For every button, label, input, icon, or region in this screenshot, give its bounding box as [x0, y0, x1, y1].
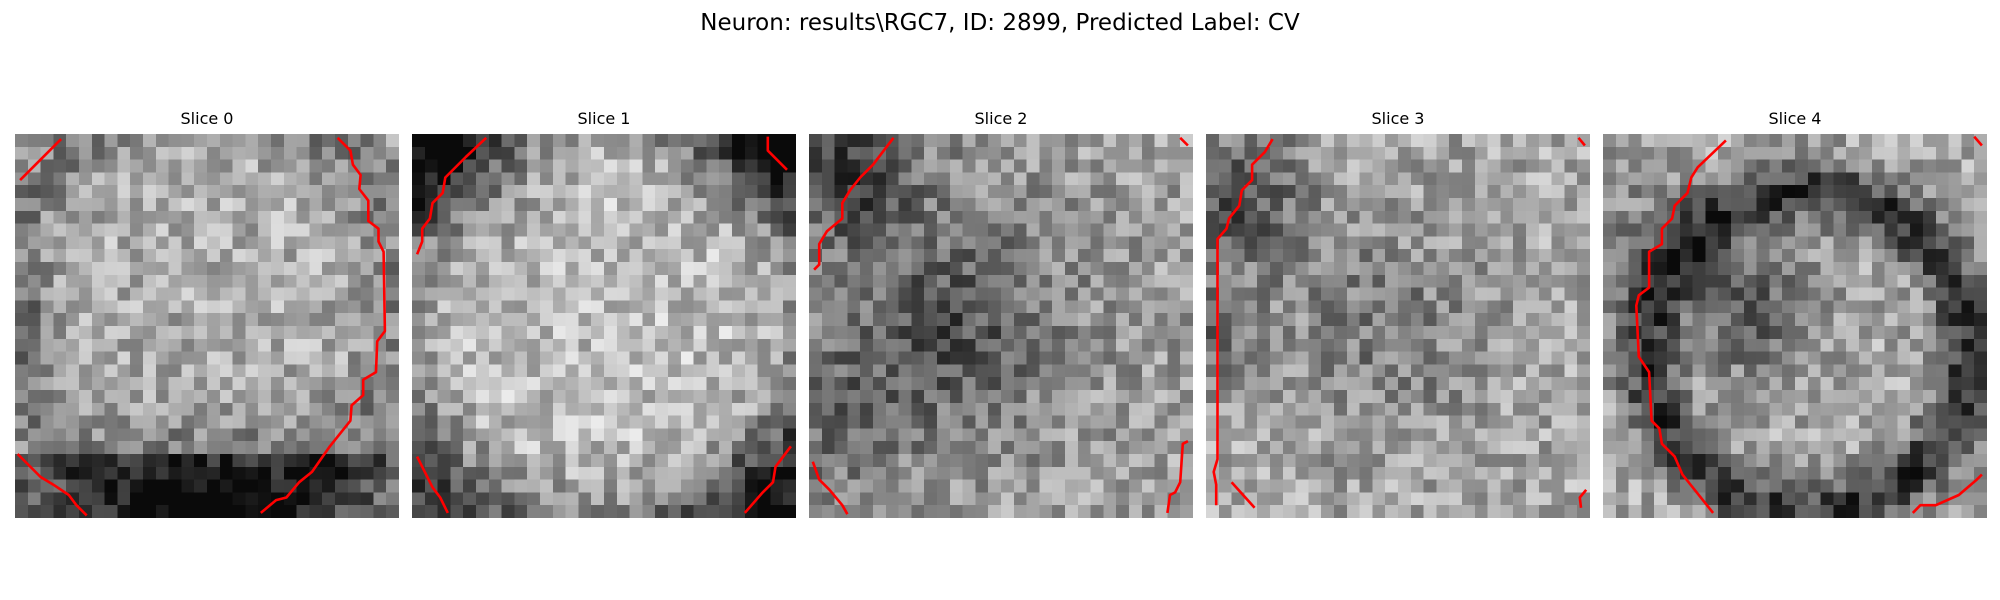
slice-canvas — [809, 134, 1193, 518]
contour-line — [259, 136, 387, 514]
contour-line — [1179, 136, 1189, 147]
contour-line — [811, 461, 849, 515]
slice-image — [1603, 134, 1987, 518]
contour-lines — [811, 136, 1189, 515]
grayscale-pixels — [809, 134, 1193, 518]
slice-canvas — [1603, 134, 1987, 518]
slice-title: Slice 3 — [1371, 109, 1425, 128]
contour-line — [16, 453, 88, 517]
contour-line — [415, 456, 449, 514]
slice-image — [1206, 134, 1590, 518]
slice-image — [15, 134, 399, 518]
slice-canvas — [412, 134, 796, 518]
slice-canvas — [15, 134, 399, 518]
contour-line — [1634, 139, 1727, 514]
slice-panel-0: Slice 0 — [15, 108, 399, 518]
slice-panel-2: Slice 2 — [809, 108, 1193, 518]
slice-panel-3: Slice 3 — [1206, 108, 1590, 518]
contour-line — [1212, 138, 1274, 506]
slice-title: Slice 4 — [1768, 109, 1822, 128]
slice-title: Slice 1 — [577, 109, 631, 128]
slice-title: Slice 0 — [180, 109, 234, 128]
slice-title: Slice 2 — [974, 109, 1028, 128]
grayscale-pixels — [15, 134, 399, 518]
slice-image — [412, 134, 796, 518]
slice-panel-1: Slice 1 — [412, 108, 796, 518]
contour-line — [1973, 135, 1983, 147]
figure-title: Neuron: results\RGC7, ID: 2899, Predicte… — [700, 10, 1300, 36]
grayscale-pixels — [1603, 134, 1987, 518]
contour-line — [766, 136, 788, 171]
grayscale-pixels — [1206, 134, 1590, 518]
contour-lines — [415, 136, 792, 514]
contour-line — [415, 136, 488, 255]
contour-line — [743, 445, 792, 514]
contour-lines — [1634, 135, 1983, 514]
contour-line — [813, 137, 895, 271]
contour-lines — [1212, 136, 1588, 509]
contour-line — [19, 138, 63, 182]
contour-line — [1577, 136, 1586, 147]
slice-panel-4: Slice 4 — [1603, 108, 1987, 518]
contour-line — [1230, 481, 1256, 509]
grayscale-pixels — [412, 134, 796, 518]
contour-lines — [16, 136, 387, 517]
contour-line — [1911, 473, 1983, 514]
contour-line — [1578, 488, 1588, 508]
slice-canvas — [1206, 134, 1590, 518]
contour-line — [1166, 440, 1189, 514]
slice-image — [809, 134, 1193, 518]
